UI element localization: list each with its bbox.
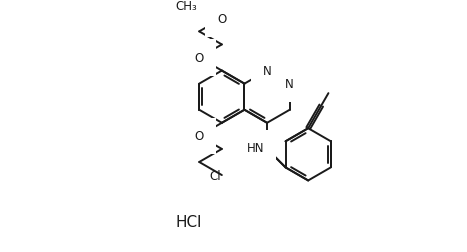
Text: O: O: [217, 13, 226, 26]
Text: CH₃: CH₃: [176, 0, 198, 13]
Text: N: N: [285, 78, 294, 91]
Text: O: O: [195, 52, 204, 65]
Text: HCl: HCl: [175, 214, 201, 229]
Text: N: N: [263, 65, 271, 78]
Text: O: O: [195, 130, 204, 143]
Text: Cl: Cl: [209, 169, 221, 182]
Text: HN: HN: [247, 142, 264, 155]
